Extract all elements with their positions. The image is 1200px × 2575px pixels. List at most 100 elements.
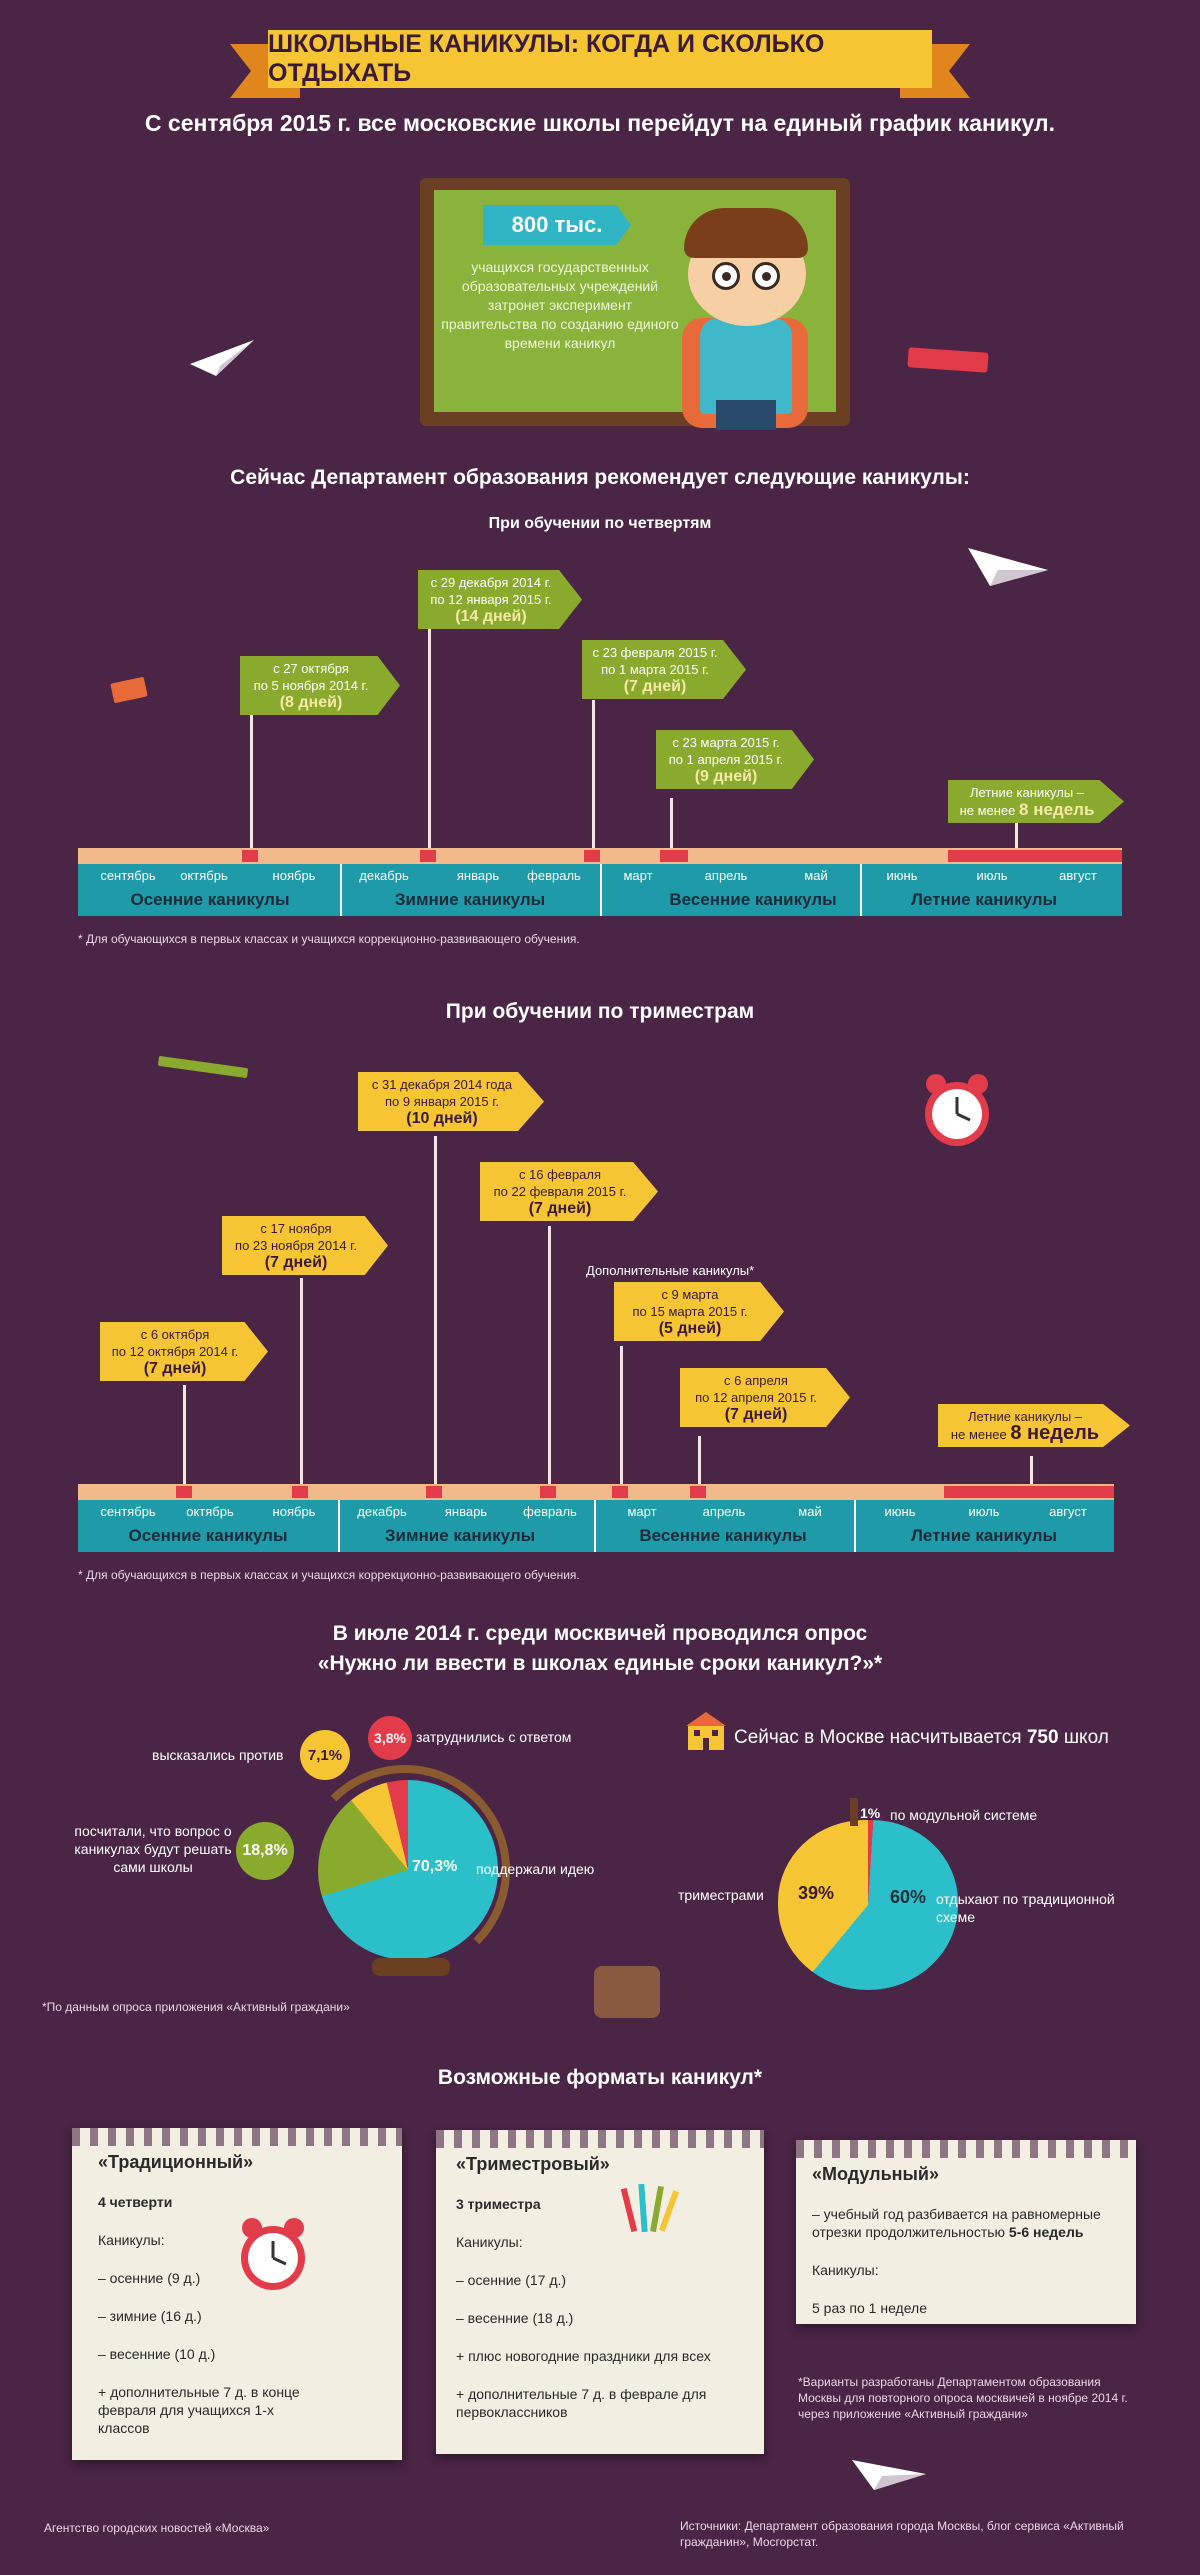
format-trimester-sub: 3 триместра bbox=[456, 2196, 541, 2212]
trimester-flag-5: с 9 марта по 15 марта 2015 г. (5 дней) bbox=[614, 1282, 784, 1341]
format-traditional-sub: 4 четверти bbox=[98, 2194, 173, 2210]
month-label: декабрь bbox=[359, 868, 409, 883]
season-label: Весенние каникулы bbox=[669, 890, 837, 909]
format-card-modular: «Модульный» – учебный год разбивается на… bbox=[796, 2140, 1136, 2324]
month-label: январь bbox=[456, 868, 500, 883]
survey-globe-pie bbox=[318, 1780, 498, 1960]
month-label: март bbox=[623, 868, 653, 883]
trimester-flag-summer: Летние каникулы – не менее 8 недель bbox=[938, 1404, 1130, 1447]
trimester-flag-4: с 16 февраля по 22 февраля 2015 г. (7 дней… bbox=[480, 1162, 658, 1221]
page-title: ШКОЛЬНЫЕ КАНИКУЛЫ: КОГДА И СКОЛЬКО ОТДЫХ… bbox=[268, 30, 932, 88]
quarter-mark-3 bbox=[584, 850, 600, 862]
eraser-icon bbox=[907, 347, 989, 373]
page-subtitle: С сентября 2015 г. все московские школы … bbox=[144, 110, 1056, 136]
footer-sources: Источники: Департамент образования город… bbox=[680, 2519, 1124, 2549]
boy-eye-left-icon bbox=[712, 262, 740, 290]
month-label: март bbox=[627, 1504, 657, 1519]
trimester-pole-4 bbox=[548, 1226, 551, 1485]
month-label: июль bbox=[968, 1504, 1000, 1519]
alarm-clock-icon bbox=[925, 1074, 989, 1146]
format-trimester-line: + дополнительные 7 д. в феврале для перв… bbox=[456, 2386, 707, 2420]
quarter-mark-2 bbox=[420, 850, 436, 862]
quarter-flag-summer: Летние каникулы – не менее 8 недель bbox=[948, 780, 1124, 823]
school-building-icon bbox=[686, 1712, 726, 1750]
trimester-pole-6 bbox=[698, 1436, 701, 1485]
extra-holidays-label: Дополнительные каникулы* bbox=[586, 1263, 755, 1278]
season-label: Летние каникулы bbox=[910, 890, 1058, 909]
season-label: Зимние каникулы bbox=[394, 890, 546, 909]
month-label: февраль bbox=[523, 1504, 577, 1519]
trimester-pole-1 bbox=[183, 1385, 186, 1485]
survey-footnote: *По данным опроса приложения «Активный г… bbox=[42, 2000, 350, 2014]
format-traditional-holidays: Каникулы: bbox=[98, 2232, 165, 2248]
students-count-text: учащихся государственных образовательных… bbox=[441, 259, 679, 351]
quarter-pole-1 bbox=[250, 712, 253, 852]
trimester-mark-1 bbox=[176, 1486, 192, 1498]
trimester-flag-3: с 31 декабря 2014 года по 9 января 2015 г… bbox=[358, 1072, 544, 1131]
formats-footnote: *Варианты разработаны Департаментом обра… bbox=[798, 2375, 1128, 2421]
schools-traditional-value: 60% bbox=[890, 1887, 927, 1907]
format-card-traditional: «Традиционный» 4 четверти Каникулы: – ос… bbox=[72, 2128, 402, 2460]
month-label: сентябрь bbox=[100, 868, 156, 883]
boy-eye-right-icon bbox=[752, 262, 780, 290]
month-label: декабрь bbox=[357, 1504, 407, 1519]
globe-stand-icon bbox=[372, 1958, 450, 1976]
month-label: октябрь bbox=[186, 1504, 234, 1519]
boy-hair-icon bbox=[684, 208, 808, 258]
format-modular-line: 5 раз по 1 неделе bbox=[812, 2300, 927, 2316]
trimesters-footnote: * Для обучающихся в первых классах и уча… bbox=[78, 1568, 580, 1582]
trimester-pole-2 bbox=[300, 1278, 303, 1485]
month-label: июнь bbox=[884, 1504, 916, 1519]
trimester-mark-3 bbox=[426, 1486, 442, 1498]
season-label: Осенние каникулы bbox=[130, 890, 290, 909]
season-label: Весенние каникулы bbox=[639, 1526, 807, 1545]
quarter-flag-winter: с 29 декабря 2014 г. по 12 января 2015 г.… bbox=[418, 570, 582, 629]
survey-heading-line1: В июле 2014 г. среди москвичей проводилс… bbox=[332, 1622, 868, 1645]
apple-stem-icon bbox=[850, 1798, 858, 1826]
schools-modular-label: по модульной системе bbox=[890, 1807, 1038, 1823]
schools-total: Сейчас в Москве насчитывается 750 школ bbox=[734, 1727, 1109, 1748]
month-label: ноябрь bbox=[272, 1504, 316, 1519]
month-label: сентябрь bbox=[100, 1504, 156, 1519]
format-modular-desc: – учебный год разбивается на равномерные… bbox=[812, 2206, 1101, 2240]
format-trimester-line: – осенние (17 д.) bbox=[456, 2272, 567, 2288]
quarter-mark-1 bbox=[242, 850, 258, 862]
paper-plane-icon bbox=[968, 548, 1048, 586]
month-label: май bbox=[798, 1504, 822, 1519]
quarter-flag-autumn: с 27 октября по 5 ноября 2014 г. (8 дней) bbox=[240, 656, 400, 715]
format-trimester-title: «Триместровый» bbox=[456, 2154, 610, 2174]
format-trimester-line: – весенние (18 д.) bbox=[456, 2310, 574, 2326]
sharpener-icon bbox=[110, 676, 148, 704]
month-label: ноябрь bbox=[272, 868, 316, 883]
recommend-heading: Сейчас Департамент образования рекоменду… bbox=[230, 466, 970, 489]
trimester-summer-pole bbox=[1030, 1456, 1033, 1485]
pencils-cup-icon bbox=[620, 2183, 680, 2233]
quarter-band: сентябрь октябрь ноябрь декабрь январь ф… bbox=[78, 864, 1122, 916]
survey-schools-value: 18,8% bbox=[236, 1822, 294, 1880]
quarter-ruler bbox=[78, 848, 1122, 864]
format-traditional-line: + дополнительные 7 д. в конце февраля дл… bbox=[98, 2384, 300, 2436]
quarter-summer-pole bbox=[1015, 822, 1018, 852]
trimesters-heading: При обучении по триместрам bbox=[445, 1000, 755, 1023]
schools-trimester-value: 39% bbox=[798, 1883, 835, 1903]
survey-support-value: 70,3% bbox=[412, 1858, 458, 1875]
pencil-icon bbox=[157, 1055, 249, 1079]
quarter-pole-3 bbox=[592, 700, 595, 852]
season-label: Осенние каникулы bbox=[128, 1526, 288, 1545]
trimester-flag-6: с 6 апреля по 12 апреля 2015 г. (7 дней) bbox=[680, 1368, 850, 1427]
month-label: февраль bbox=[527, 868, 581, 883]
survey-support-label: поддержали идею bbox=[476, 1861, 595, 1877]
quarter-pole-2 bbox=[428, 626, 431, 852]
schools-traditional-label: отдыхают по традиционной схеме bbox=[936, 1891, 1115, 1925]
format-traditional-line: – осенние (9 д.) bbox=[98, 2270, 201, 2286]
month-label: июнь bbox=[886, 868, 918, 883]
quarters-footnote: * Для обучающихся в первых классах и уча… bbox=[78, 932, 580, 946]
survey-against-label: высказались против bbox=[152, 1747, 284, 1763]
paper-plane-icon bbox=[190, 340, 254, 376]
format-traditional-line: – зимние (16 д.) bbox=[98, 2308, 202, 2324]
trimester-flag-2: с 17 ноября по 23 ноября 2014 г. (7 дней) bbox=[222, 1216, 388, 1275]
formats-heading: Возможные форматы каникул* bbox=[437, 2066, 763, 2089]
trimester-pole-5 bbox=[620, 1346, 623, 1485]
trimester-pole-3 bbox=[434, 1136, 437, 1485]
survey-against-value: 7,1% bbox=[300, 1730, 350, 1780]
